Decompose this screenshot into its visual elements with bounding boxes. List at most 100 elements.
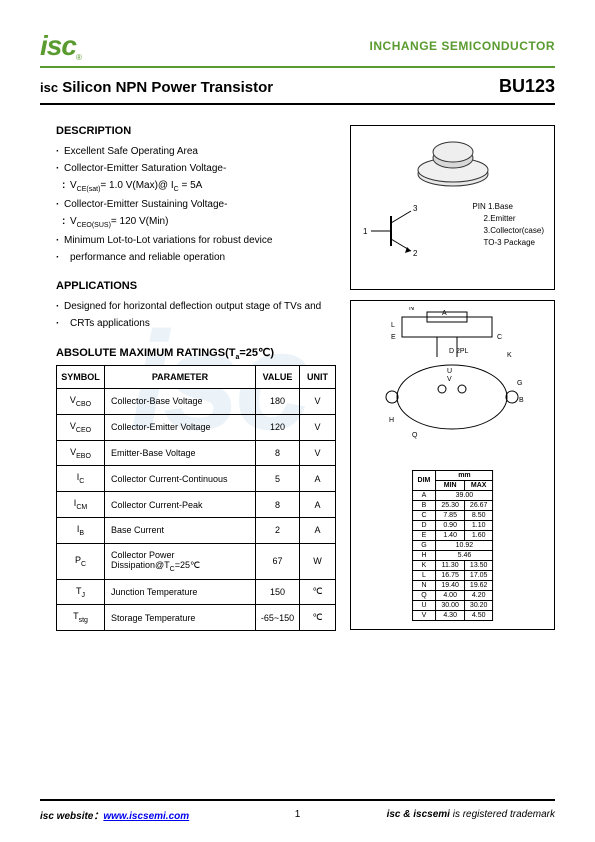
- dim-row: C7.858.50: [412, 511, 493, 521]
- table-row: PCCollector Power Dissipation@TC=25℃67W: [57, 543, 336, 579]
- table-row: VCEOCollector-Emitter Voltage120V: [57, 414, 336, 440]
- svg-text:E: E: [391, 334, 396, 341]
- cell-sym: VCBO: [57, 388, 105, 414]
- th-min: MIN: [436, 481, 465, 491]
- website-link[interactable]: www.iscsemi.com: [103, 811, 189, 822]
- cell-unit: ℃: [300, 579, 336, 605]
- cell-val: 8: [256, 492, 300, 518]
- svg-text:3: 3: [413, 204, 418, 213]
- right-column: 1 3 2 PIN 1.Base 2.Emitter 3.Collector(c…: [350, 125, 555, 640]
- cell-param: Collector Power Dissipation@TC=25℃: [105, 543, 256, 579]
- cell-param: Storage Temperature: [105, 605, 256, 631]
- cell-val: 120: [256, 414, 300, 440]
- svg-text:C: C: [497, 334, 502, 341]
- table-row: ICMCollector Current-Peak8A: [57, 492, 336, 518]
- desc-item: Excellent Safe Operating Area: [56, 143, 338, 160]
- cell-val: 5: [256, 466, 300, 492]
- desc-item: Minimum Lot-to-Lot variations for robust…: [56, 232, 338, 249]
- cell-sym: IB: [57, 517, 105, 543]
- table-row: VEBOEmitter-Base Voltage8V: [57, 440, 336, 466]
- app-item: CRTs applications: [56, 315, 338, 332]
- header: isc ® INCHANGE SEMICONDUCTOR: [40, 30, 555, 68]
- transistor-diagram: 1 3 2 PIN 1.Base 2.Emitter 3.Collector(c…: [350, 125, 555, 290]
- cell-val: 150: [256, 579, 300, 605]
- cell-val: 180: [256, 388, 300, 414]
- svg-text:2: 2: [413, 249, 418, 258]
- cell-sym: TJ: [57, 579, 105, 605]
- table-row: TstgStorage Temperature-65~150℃: [57, 605, 336, 631]
- th-unit: UNIT: [300, 365, 336, 388]
- desc-item: Collector-Emitter Sustaining Voltage-: [56, 196, 338, 213]
- svg-text:B: B: [519, 397, 524, 404]
- svg-text:V: V: [447, 376, 452, 383]
- svg-text:Q: Q: [412, 432, 418, 439]
- dim-row: N19.4019.62: [412, 581, 493, 591]
- table-header-row: SYMBOL PARAMETER VALUE UNIT: [57, 365, 336, 388]
- svg-text:K: K: [507, 352, 512, 359]
- dimension-table: DIM mm MIN MAX A39.00 B25.3026.67 C7.858…: [412, 470, 494, 621]
- page-number: 1: [295, 809, 301, 820]
- footer-trademark: isc & iscsemi is registered trademark: [387, 809, 555, 820]
- svg-text:A: A: [442, 310, 447, 317]
- dim-row: L16.7517.05: [412, 571, 493, 581]
- schematic-icon: 1 3 2: [361, 201, 431, 261]
- content: DESCRIPTION Excellent Safe Operating Are…: [40, 125, 555, 640]
- description-list: Excellent Safe Operating Area Collector-…: [56, 143, 338, 266]
- cell-param: Collector-Base Voltage: [105, 388, 256, 414]
- cell-param: Junction Temperature: [105, 579, 256, 605]
- title-row: isc Silicon NPN Power Transistor BU123: [40, 76, 555, 105]
- dim-row: E1.401.60: [412, 531, 493, 541]
- desc-item: performance and reliable operation: [56, 249, 338, 266]
- ratings-table: SYMBOL PARAMETER VALUE UNIT VCBOCollecto…: [56, 365, 336, 631]
- cell-sym: IC: [57, 466, 105, 492]
- svg-text:G: G: [517, 380, 522, 387]
- table-row: ICCollector Current-Continuous5A: [57, 466, 336, 492]
- cell-val: 8: [256, 440, 300, 466]
- outline-drawing-icon: A N L E C K D 2PL U V G B H Q: [357, 307, 547, 447]
- cell-unit: A: [300, 466, 336, 492]
- dim-row: Q4.004.20: [412, 591, 493, 601]
- app-item: Designed for horizontal deflection outpu…: [56, 298, 338, 315]
- cell-sym: VEBO: [57, 440, 105, 466]
- dim-row: V4.304.50: [412, 611, 493, 621]
- svg-text:L: L: [391, 322, 395, 329]
- svg-text:H: H: [389, 417, 394, 424]
- dim-row: G10.92: [412, 541, 493, 551]
- desc-item-sub: VCE(sat)= 1.0 V(Max)@ IC = 5A: [56, 177, 338, 196]
- cell-unit: A: [300, 517, 336, 543]
- dim-row: U30.0030.20: [412, 601, 493, 611]
- page-title: isc Silicon NPN Power Transistor: [40, 79, 273, 96]
- cell-param: Collector Current-Continuous: [105, 466, 256, 492]
- cell-sym: ICM: [57, 492, 105, 518]
- cell-unit: W: [300, 543, 336, 579]
- th-max: MAX: [464, 481, 493, 491]
- cell-param: Collector-Emitter Voltage: [105, 414, 256, 440]
- left-column: DESCRIPTION Excellent Safe Operating Are…: [40, 125, 338, 640]
- cell-unit: V: [300, 414, 336, 440]
- th-mm: mm: [436, 471, 493, 481]
- dim-row: K11.3013.50: [412, 561, 493, 571]
- dim-row: H5.46: [412, 551, 493, 561]
- logo: isc ®: [40, 30, 82, 62]
- footer-website: isc website：www.iscsemi.com: [40, 807, 189, 822]
- table-row: VCBOCollector-Base Voltage180V: [57, 388, 336, 414]
- ratings-heading: ABSOLUTE MAXIMUM RATINGS(Ta=25℃): [56, 346, 338, 361]
- part-number: BU123: [499, 76, 555, 97]
- svg-text:U: U: [447, 368, 452, 375]
- th-dim: DIM: [412, 471, 436, 491]
- description-heading: DESCRIPTION: [56, 125, 338, 137]
- dim-row: D0.901.10: [412, 521, 493, 531]
- package-outline: A N L E C K D 2PL U V G B H Q: [350, 300, 555, 630]
- dim-header: DIM mm: [412, 471, 493, 481]
- svg-text:1: 1: [363, 227, 368, 236]
- cell-unit: ℃: [300, 605, 336, 631]
- desc-item-sub: VCEO(SUS)= 120 V(Min): [56, 213, 338, 232]
- cell-unit: A: [300, 492, 336, 518]
- logo-text: isc: [40, 30, 76, 62]
- cell-param: Base Current: [105, 517, 256, 543]
- desc-item: Collector-Emitter Saturation Voltage-: [56, 160, 338, 177]
- cell-param: Emitter-Base Voltage: [105, 440, 256, 466]
- dim-row: B25.3026.67: [412, 501, 493, 511]
- th-parameter: PARAMETER: [105, 365, 256, 388]
- th-value: VALUE: [256, 365, 300, 388]
